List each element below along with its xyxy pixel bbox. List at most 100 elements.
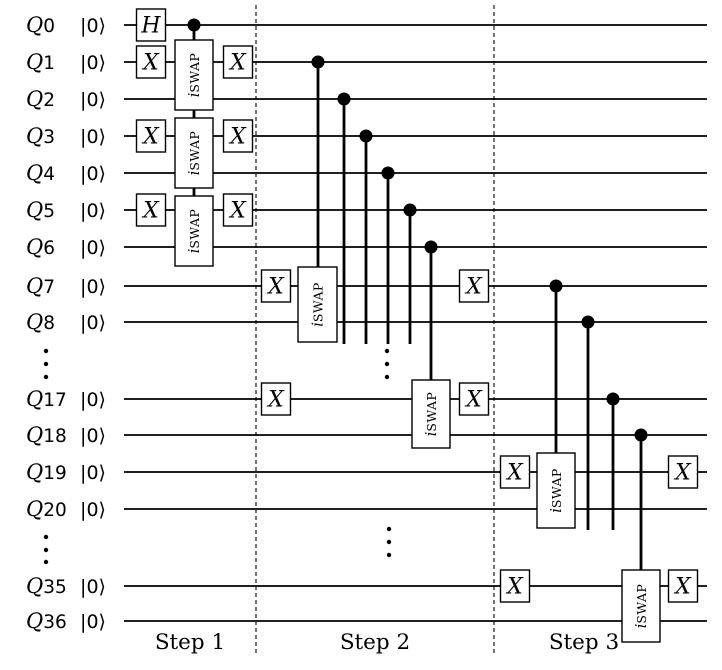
iswap-gate-label: iSWAP <box>424 392 440 436</box>
control-dot-Q4 <box>381 166 395 180</box>
qubit-label-Q2: Q2 <box>26 87 55 111</box>
x-gate-box-Q5 <box>222 193 254 227</box>
control-dot-Q7 <box>549 279 563 293</box>
qubit-label-Q36: Q36 <box>26 609 67 633</box>
step-label-3: Step 3 <box>549 630 619 655</box>
qubit-label-Q17: Q17 <box>26 387 67 411</box>
ket-zero-Q35: |0⟩ <box>80 576 106 598</box>
ket-zero-Q36: |0⟩ <box>80 611 106 633</box>
ket-zero-Q0: |0⟩ <box>80 15 106 37</box>
x-gate-label: X <box>673 575 692 600</box>
control-dot-Q3 <box>359 129 373 143</box>
step-label-1: Step 1 <box>155 630 225 655</box>
x-gate-label: X <box>141 125 160 150</box>
x-gate-label: X <box>228 125 247 150</box>
qubit-label-Q5: Q5 <box>26 198 55 222</box>
ellipsis-dot-labels-upper <box>43 361 49 367</box>
control-dot-Q2 <box>337 92 351 106</box>
x-gate-label: X <box>141 51 160 76</box>
x-gate-label: X <box>673 461 692 486</box>
x-gate-label: X <box>464 388 483 413</box>
x-gate-label: X <box>228 51 247 76</box>
ket-zero-Q2: |0⟩ <box>80 89 106 111</box>
x-gate-label: X <box>266 388 285 413</box>
qubit-label-Q19: Q19 <box>26 460 67 484</box>
h-gate-box-Q0 <box>135 8 167 42</box>
x-gate-label: X <box>464 275 483 300</box>
iswap-gate-label: iSWAP <box>187 53 203 97</box>
qubit-label-Q6: Q6 <box>26 235 55 259</box>
control-dot-Q8 <box>581 315 595 329</box>
ellipsis-dot-labels-upper <box>43 348 49 354</box>
ket-zero-Q5: |0⟩ <box>80 200 106 222</box>
control-dot-Q1 <box>311 55 325 69</box>
ket-zero-Q7: |0⟩ <box>80 276 106 298</box>
qubit-label-Q7: Q7 <box>26 274 55 298</box>
qubit-label-Q4: Q4 <box>26 161 55 185</box>
qubit-label-Q35: Q35 <box>26 574 67 598</box>
iswap-gate-label: iSWAP <box>187 131 203 175</box>
qubit-label-Q3: Q3 <box>26 124 55 148</box>
ket-zero-Q1: |0⟩ <box>80 52 106 74</box>
ellipsis-dot-labels-lower <box>43 534 49 540</box>
ket-zero-Q3: |0⟩ <box>80 126 106 148</box>
iswap-gate-label: iSWAP <box>311 282 327 326</box>
control-dot-Q6 <box>424 240 438 254</box>
ellipsis-dot-labels-lower <box>43 547 49 553</box>
control-dot-Q18 <box>634 428 648 442</box>
ellipsis-dot-step2-upper <box>384 374 390 380</box>
iswap-gate-label: iSWAP <box>634 584 650 628</box>
iswap-gate-box-Q17-Q18 <box>411 379 451 449</box>
ket-zero-Q17: |0⟩ <box>80 389 106 411</box>
iswap-gate-box-Q35-Q36 <box>621 569 661 643</box>
iswap-gate-box-Q3-Q4 <box>174 117 214 189</box>
ket-zero-Q6: |0⟩ <box>80 237 106 259</box>
x-gate-box-Q3 <box>135 119 167 153</box>
x-gate-label: X <box>266 275 285 300</box>
ket-zero-Q8: |0⟩ <box>80 312 106 334</box>
x-gate-box-Q17 <box>260 382 292 416</box>
x-gate-box-Q35 <box>667 569 699 603</box>
x-gate-box-Q19 <box>499 455 531 489</box>
ket-zero-Q18: |0⟩ <box>80 425 106 447</box>
ellipsis-dot-step2-lower <box>386 526 392 532</box>
iswap-gate-box-Q1-Q2 <box>174 39 214 111</box>
qubit-label-Q0: Q0 <box>26 13 55 37</box>
iswap-gate-label: iSWAP <box>187 209 203 253</box>
x-gate-label: X <box>505 461 524 486</box>
ellipsis-dot-step2-lower <box>386 539 392 545</box>
ket-zero-Q4: |0⟩ <box>80 163 106 185</box>
x-gate-label: X <box>141 199 160 224</box>
control-dot-Q0 <box>187 18 201 32</box>
iswap-gate-box-Q19-Q20 <box>536 452 576 529</box>
qubit-label-Q8: Q8 <box>26 310 55 334</box>
x-gate-box-Q35 <box>499 569 531 603</box>
x-gate-box-Q1 <box>222 45 254 79</box>
iswap-gate-box-Q7-Q8 <box>297 266 338 343</box>
ket-zero-Q20: |0⟩ <box>80 499 106 521</box>
x-gate-box-Q1 <box>135 45 167 79</box>
ellipsis-dot-labels-lower <box>43 559 49 565</box>
x-gate-label: X <box>228 199 247 224</box>
x-gate-box-Q17 <box>458 382 490 416</box>
x-gate-box-Q19 <box>667 455 699 489</box>
ellipsis-dot-step2-lower <box>386 552 392 558</box>
ket-zero-Q19: |0⟩ <box>80 462 106 484</box>
qubit-label-Q1: Q1 <box>26 50 55 74</box>
iswap-gate-label: iSWAP <box>549 468 565 512</box>
h-gate-label: H <box>140 14 161 39</box>
qubit-label-Q18: Q18 <box>26 423 67 447</box>
x-gate-box-Q3 <box>222 119 254 153</box>
iswap-gate-box-Q5-Q6 <box>174 195 214 267</box>
ellipsis-dot-labels-upper <box>43 374 49 380</box>
ellipsis-dot-step2-upper <box>384 361 390 367</box>
x-gate-label: X <box>505 575 524 600</box>
x-gate-box-Q5 <box>135 193 167 227</box>
qubit-label-Q20: Q20 <box>26 497 67 521</box>
x-gate-box-Q7 <box>260 269 292 303</box>
control-dot-Q17 <box>606 392 620 406</box>
step-label-2: Step 2 <box>340 630 410 655</box>
x-gate-box-Q7 <box>458 269 490 303</box>
